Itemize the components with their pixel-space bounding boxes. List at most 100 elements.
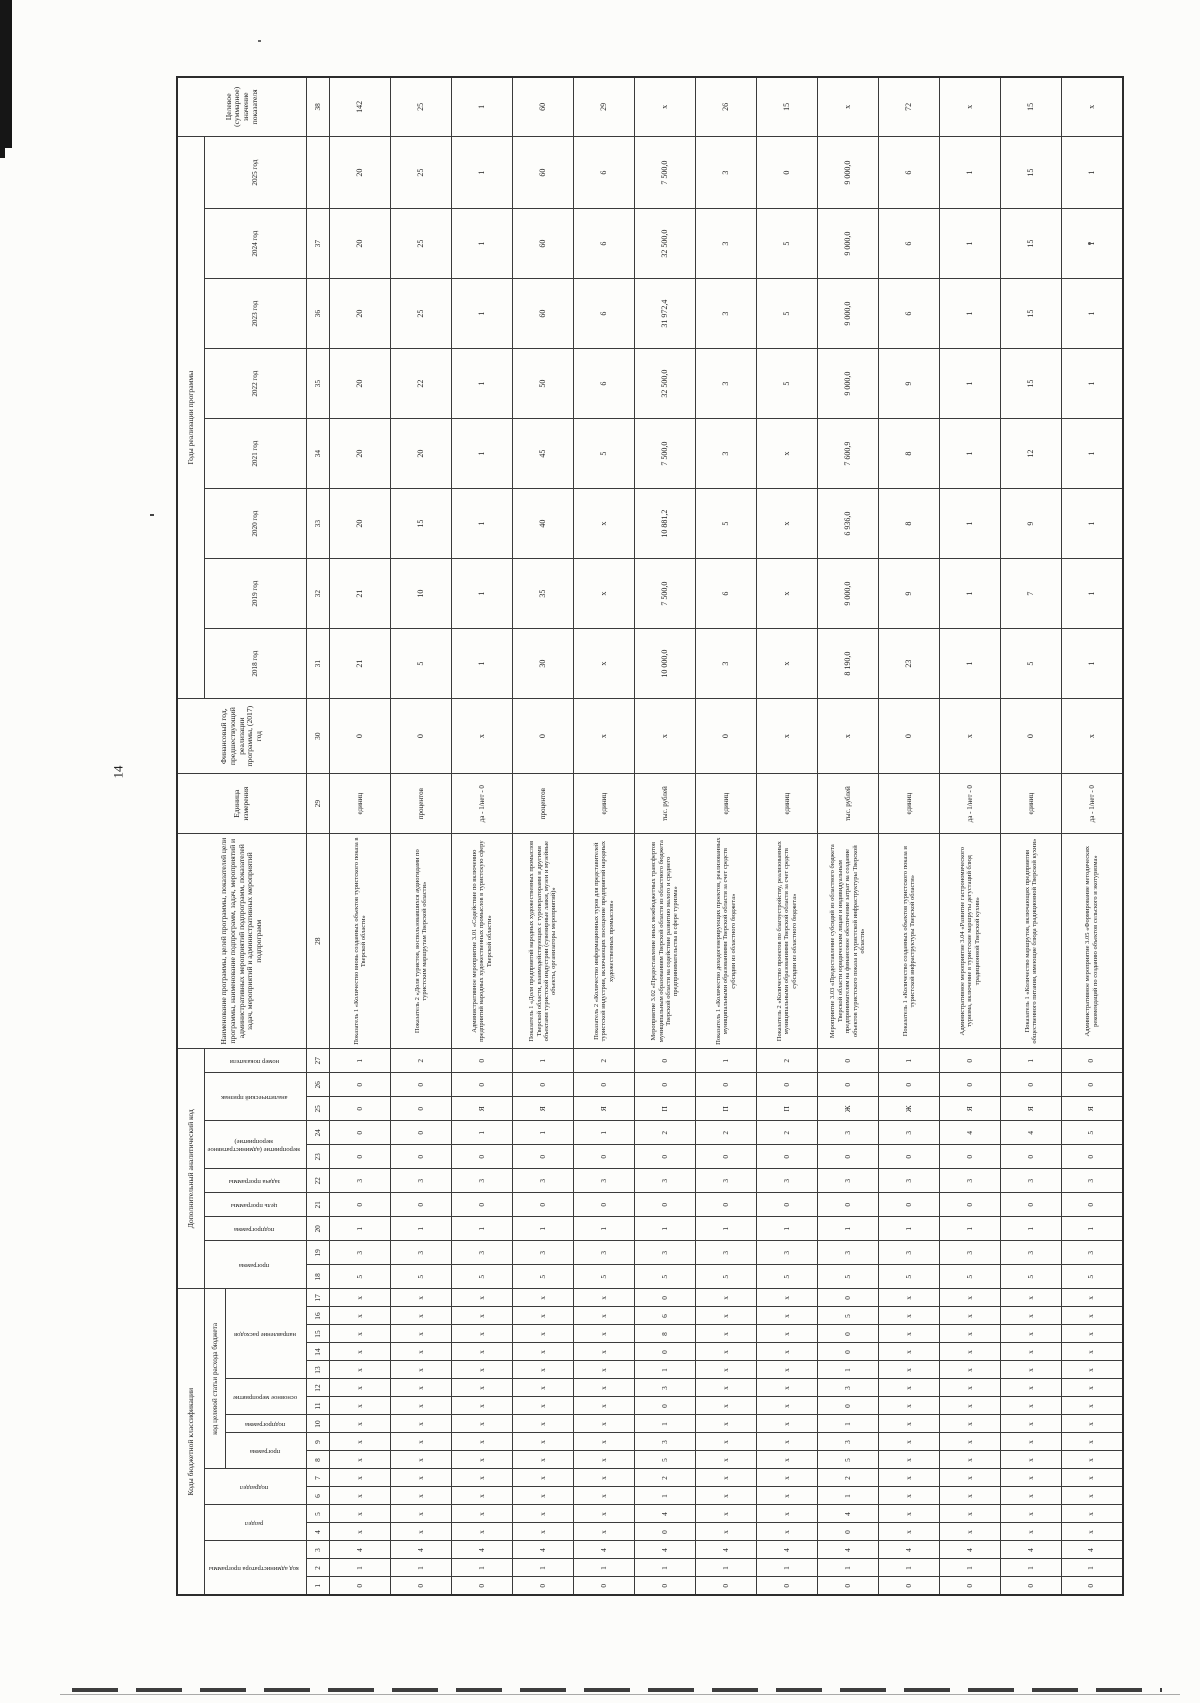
indicator-name: Административное мероприятие 3.04 «Разви… (939, 833, 1001, 1049)
bk-program-header: программа (225, 1433, 307, 1469)
value-cell: 8 (878, 488, 940, 559)
bk-subprogram-header-label: подпрограмма (244, 1420, 286, 1428)
ac-indicator-number-header-label: номер показателя (229, 1057, 279, 1065)
unit-cell: единиц (756, 773, 818, 834)
value-cell: 5 (695, 488, 757, 559)
ac-subprogram-header-label: подпрограмма (234, 1225, 275, 1233)
value-2017: х (939, 698, 1001, 774)
code-cell: х (512, 1307, 574, 1325)
ac-program-header-label: программа (239, 1261, 270, 1269)
indicator-name: Показатель 1 «Количество созданных объек… (878, 833, 940, 1049)
code-cell: 3 (573, 1240, 635, 1265)
code-cell: 0 (1061, 1192, 1123, 1217)
bk-expense-direction-header-label: направление расходов (233, 1330, 296, 1338)
code-cell: х (512, 1288, 574, 1307)
code-cell: 4 (329, 1541, 391, 1559)
code-cell: 1 (1061, 1559, 1123, 1577)
code-cell: х (939, 1487, 1001, 1505)
code-cell: х (329, 1325, 391, 1343)
code-cell: х (451, 1505, 513, 1523)
value-cell: 25 (390, 278, 452, 349)
code-cell: 0 (817, 1144, 879, 1169)
unit-column-header: Единица измерения (177, 773, 307, 834)
value-cell: 10 000,0 (634, 628, 696, 699)
code-cell: Ж (878, 1096, 940, 1121)
value-cell: 7 500,0 (634, 558, 696, 629)
col-number: 22 (306, 1168, 330, 1193)
value-2017: х (634, 698, 696, 774)
code-cell: 3 (451, 1240, 513, 1265)
code-cell: 5 (634, 1451, 696, 1469)
target-value: 60 (512, 76, 574, 137)
code-cell: х (756, 1433, 818, 1451)
year-2018-header: 2018 год (204, 628, 307, 699)
scan-artifact-left-bar (0, 0, 12, 148)
scan-artifact-speck (150, 514, 154, 516)
code-cell: 0 (512, 1144, 574, 1169)
value-cell: 23 (878, 628, 940, 699)
code-cell: 4 (817, 1541, 879, 1559)
value-cell: 1 (939, 208, 1001, 279)
years-group-header: Годы реализации программы (177, 136, 205, 699)
value-cell: 6 (573, 136, 635, 209)
code-cell: х (756, 1379, 818, 1397)
code-cell: 3 (878, 1168, 940, 1193)
code-cell: 0 (878, 1577, 940, 1595)
code-cell: х (329, 1288, 391, 1307)
target-article-group-header: код целевой статьи расхода бюджета (204, 1288, 226, 1469)
ac-attribute-header: аналитический признак (204, 1072, 307, 1121)
code-cell: 0 (390, 1577, 452, 1595)
code-cell: 1 (1000, 1559, 1062, 1577)
code-cell: Я (451, 1096, 513, 1121)
code-cell: 3 (329, 1240, 391, 1265)
code-cell: х (1061, 1505, 1123, 1523)
value-cell: 32 500,0 (634, 208, 696, 279)
value-cell: 20 (329, 208, 391, 279)
value-cell: 3 (695, 348, 757, 419)
col-number: 26 (306, 1072, 330, 1097)
code-cell: х (939, 1415, 1001, 1433)
code-cell: 0 (451, 1577, 513, 1595)
code-cell: х (512, 1415, 574, 1433)
value-cell: 1 (939, 558, 1001, 629)
code-cell: х (756, 1397, 818, 1415)
code-cell: 1 (756, 1216, 818, 1241)
code-cell: 4 (695, 1541, 757, 1559)
ac-program-header: программа (204, 1240, 307, 1289)
code-cell: 1 (1061, 1216, 1123, 1241)
ac-attribute-header-label: аналитический признак (221, 1093, 288, 1101)
code-cell: 4 (573, 1541, 635, 1559)
code-cell: х (390, 1415, 452, 1433)
code-cell: 0 (817, 1397, 879, 1415)
value-cell: 0 (756, 136, 818, 209)
col-number: 24 (306, 1120, 330, 1145)
value-cell: 1 (1061, 418, 1123, 489)
indicator-name: Показатель 1 «Доля предприятий народных … (512, 833, 574, 1049)
bk-expense-direction-header: направление расходов (225, 1288, 307, 1379)
value-cell: 6 (573, 278, 635, 349)
code-cell: х (878, 1451, 940, 1469)
code-cell: 1 (390, 1559, 452, 1577)
value-cell: 1 (1061, 488, 1123, 559)
value-cell: 20 (390, 418, 452, 489)
code-cell: 1 (451, 1120, 513, 1145)
value-cell: 10 (390, 558, 452, 629)
code-cell: 3 (939, 1168, 1001, 1193)
indicator-name: Административное мероприятие 3.01 «Содей… (451, 833, 513, 1049)
unit-cell: тыс. рублей (817, 773, 879, 834)
code-cell: х (939, 1343, 1001, 1361)
value-cell: 20 (329, 488, 391, 559)
target-value: 26 (695, 76, 757, 137)
code-cell: х (451, 1307, 513, 1325)
code-cell: 0 (1061, 1072, 1123, 1097)
col-number: 12 (306, 1379, 330, 1397)
value-cell: 22 (390, 348, 452, 419)
value-2017: х (451, 698, 513, 774)
code-cell: Я (573, 1096, 635, 1121)
code-cell: 0 (939, 1048, 1001, 1073)
scan-artifact-speck (258, 40, 261, 42)
code-cell: 4 (512, 1541, 574, 1559)
target-column-header: Целевое (суммарное) значение показателя (177, 76, 307, 137)
code-cell: 0 (817, 1577, 879, 1595)
